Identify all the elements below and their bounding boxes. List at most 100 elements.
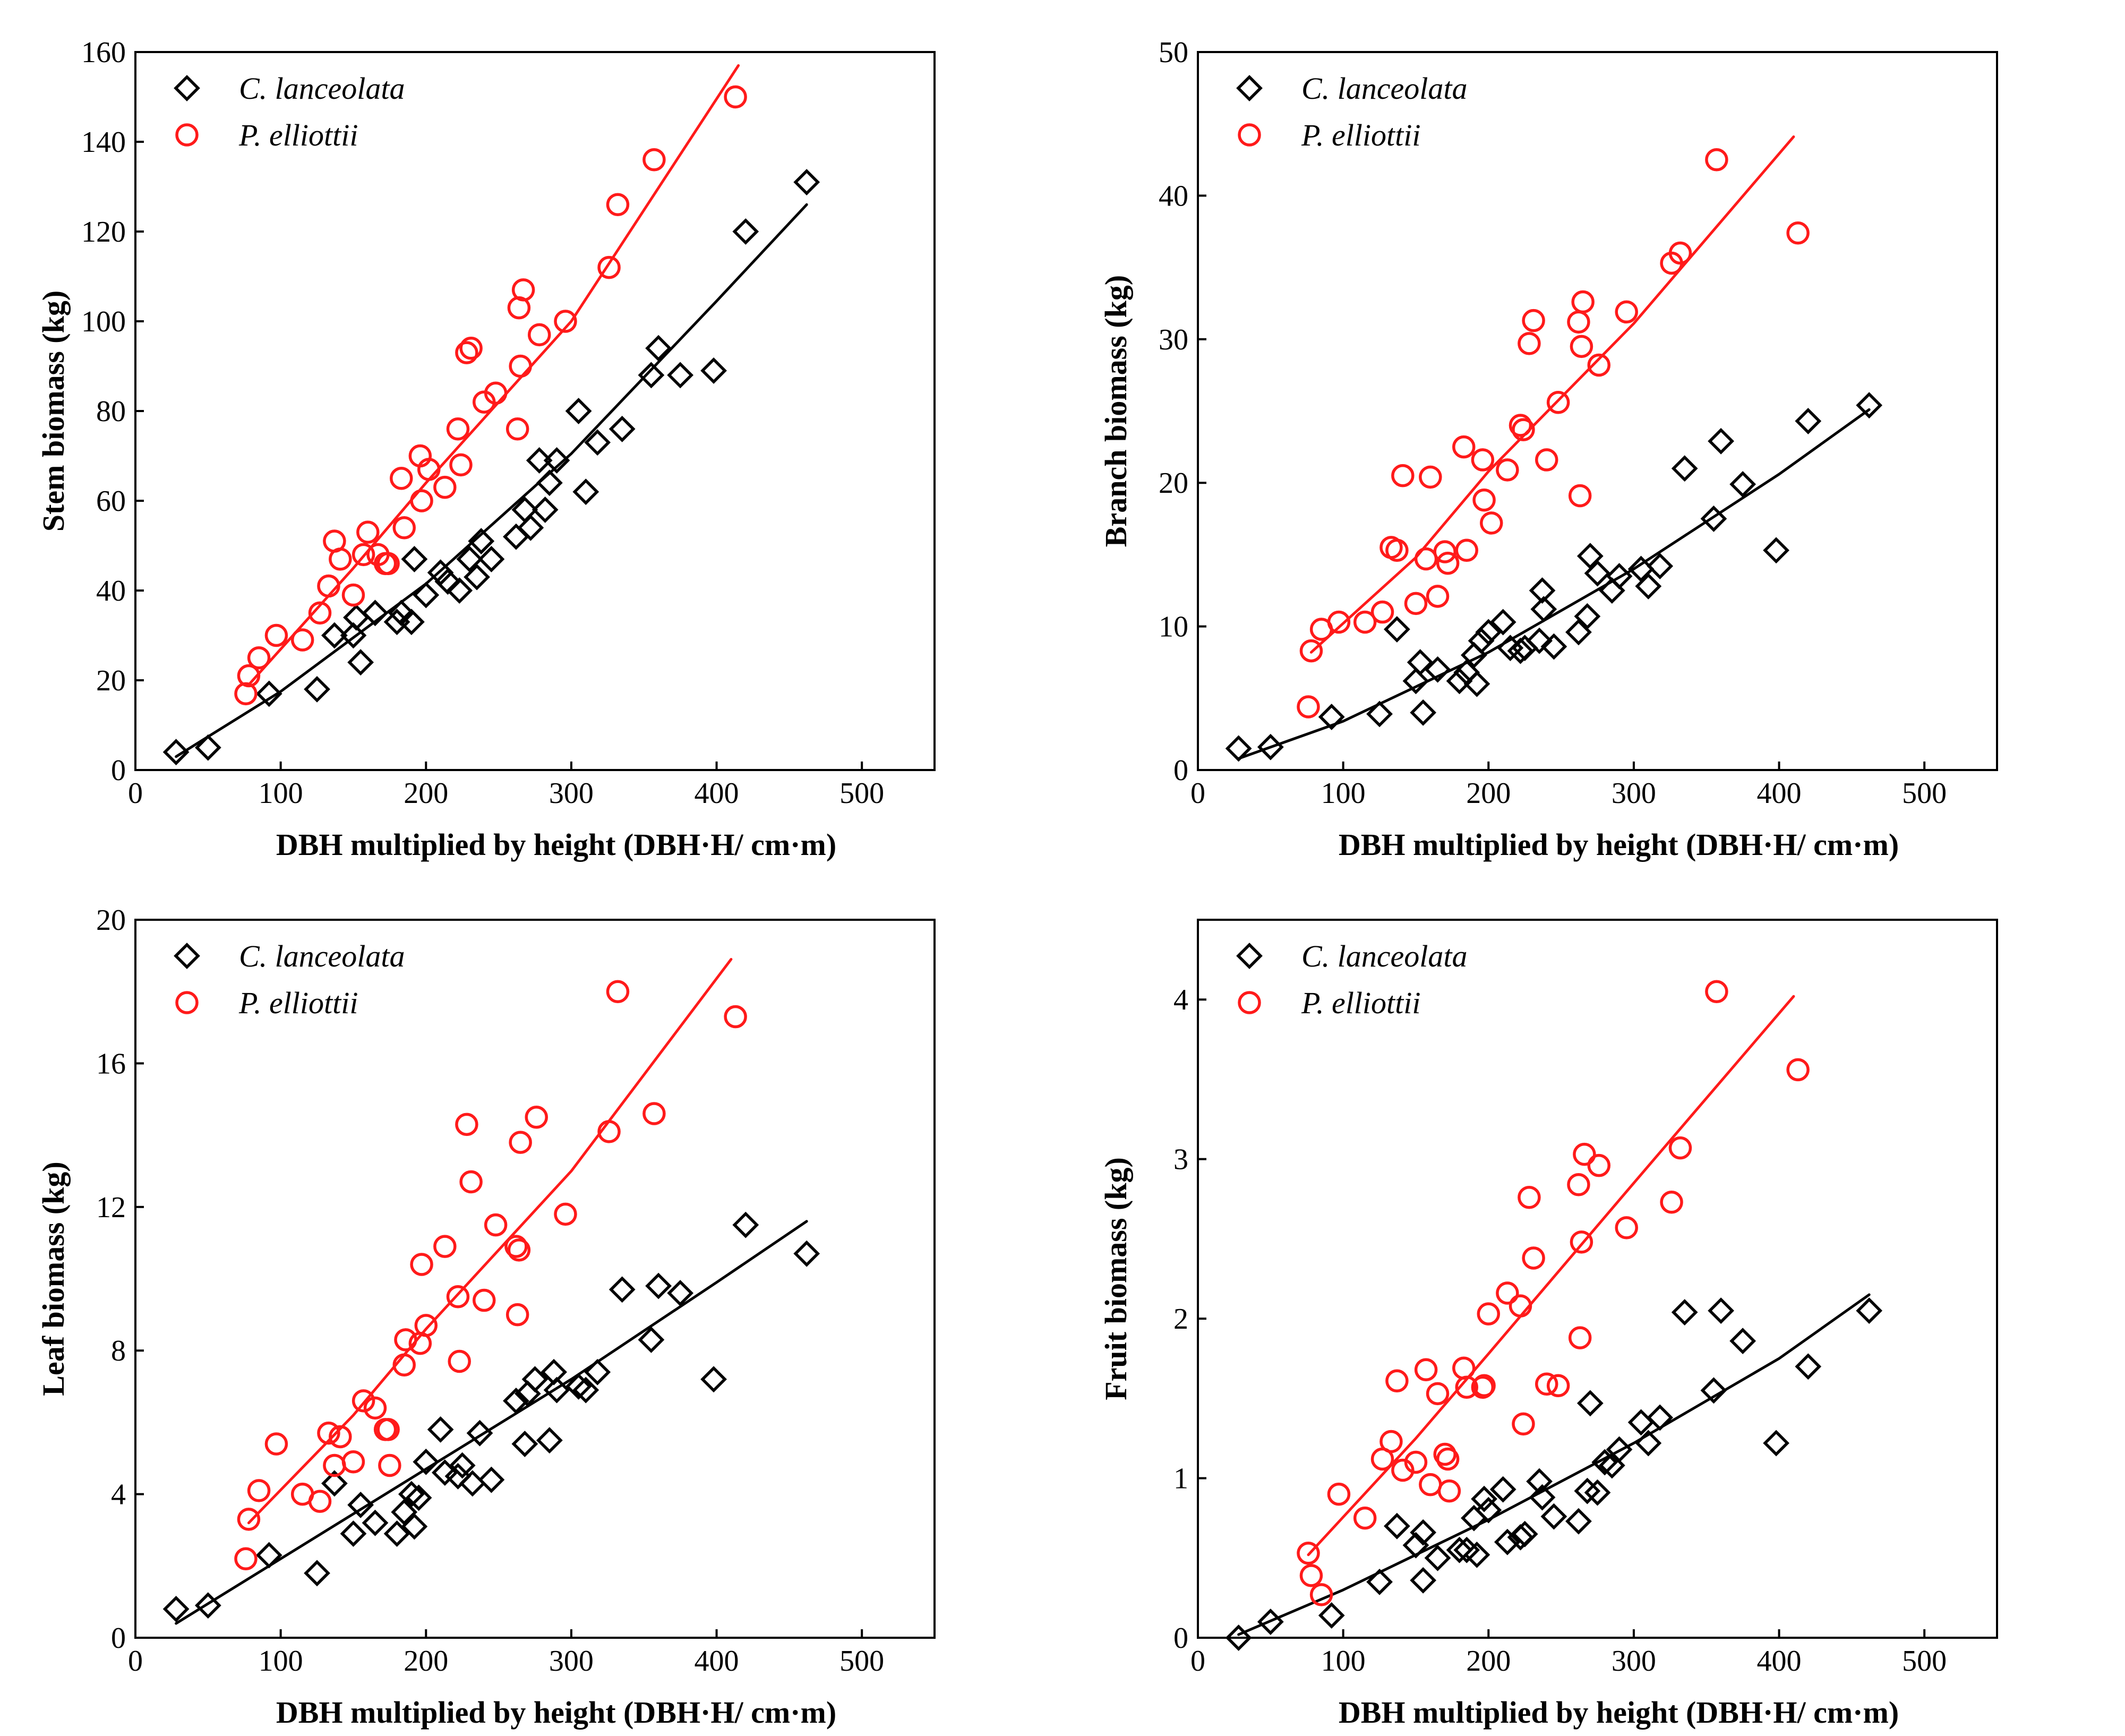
data-point-diamond	[1856, 392, 1883, 419]
data-point-diamond	[1565, 619, 1592, 646]
data-point-diamond	[1475, 619, 1502, 646]
data-point-circle	[237, 664, 261, 688]
data-point-diamond	[478, 1466, 505, 1493]
data-point-circle	[1535, 1372, 1558, 1396]
data-point-diamond	[1446, 668, 1473, 695]
data-point-diamond	[1526, 627, 1553, 654]
legend-diamond-icon	[174, 75, 200, 101]
data-point-diamond	[503, 1387, 529, 1414]
data-point-diamond	[1383, 616, 1410, 643]
y-tick-label: 20	[1159, 467, 1188, 500]
x-tick-label: 100	[259, 1645, 303, 1678]
x-tick-label: 100	[259, 777, 303, 810]
data-point-diamond	[1366, 700, 1393, 728]
p-elliottii-series	[1297, 135, 1810, 719]
data-point-circle	[1522, 309, 1545, 332]
data-point-circle	[417, 458, 441, 481]
legend-label: C. lanceolata	[239, 71, 405, 106]
legend-diamond-icon	[1236, 943, 1263, 969]
data-point-diamond	[405, 1484, 432, 1511]
data-point-circle	[376, 1418, 400, 1441]
data-point-circle	[1477, 1302, 1501, 1325]
data-point-circle	[1309, 1583, 1333, 1606]
data-point-diamond	[572, 1376, 599, 1404]
data-point-circle	[1299, 1564, 1323, 1587]
y-axis-title: Leaf biomass (kg)	[36, 1161, 71, 1396]
data-point-circle	[484, 1213, 508, 1237]
data-point-circle	[1615, 300, 1638, 324]
data-point-circle	[1327, 1482, 1351, 1506]
y-tick-label: 40	[1159, 179, 1188, 212]
data-point-circle	[1570, 335, 1593, 358]
data-point-circle	[1414, 1358, 1438, 1382]
data-point-circle	[509, 354, 532, 378]
y-tick-label: 80	[96, 395, 126, 428]
data-point-circle	[459, 336, 483, 360]
data-point-circle	[509, 1131, 532, 1154]
data-point-diamond	[401, 545, 428, 572]
x-tick-label: 400	[695, 1645, 739, 1678]
data-point-circle	[1568, 484, 1592, 508]
data-point-circle	[376, 552, 400, 576]
data-point-diamond	[1318, 704, 1345, 730]
data-point-circle	[1433, 1442, 1456, 1466]
p-elliottii-series	[234, 64, 747, 706]
x-tick-label: 500	[1902, 777, 1947, 810]
data-point-circle	[642, 148, 666, 172]
data-point-diamond	[434, 568, 461, 595]
data-point-circle	[363, 1396, 387, 1420]
data-point-circle	[527, 323, 551, 347]
y-tick-label: 0	[1173, 754, 1188, 787]
legend-circle-icon	[175, 991, 199, 1014]
y-tick-label: 16	[96, 1047, 126, 1080]
data-point-circle	[308, 601, 332, 625]
data-point-circle	[597, 255, 621, 279]
p-elliottii-series	[1297, 980, 1810, 1606]
data-point-circle	[352, 543, 375, 567]
x-tick-label: 500	[1902, 1645, 1947, 1678]
data-point-circle	[504, 1235, 528, 1258]
data-point-diamond	[1471, 1485, 1497, 1512]
data-point-circle	[308, 1490, 332, 1513]
data-point-circle	[1546, 1374, 1570, 1398]
data-point-diamond	[478, 545, 505, 572]
data-point-circle	[341, 1450, 365, 1474]
data-point-circle	[724, 85, 747, 109]
data-point-circle	[459, 1170, 483, 1194]
legend-label: C. lanceolata	[1301, 939, 1468, 973]
x-tick-label: 200	[404, 777, 448, 810]
data-point-circle	[446, 417, 470, 441]
data-point-circle	[290, 628, 314, 652]
data-point-diamond	[645, 335, 672, 362]
y-tick-label: 30	[1159, 323, 1188, 356]
y-axis-title: Fruit biomass (kg)	[1099, 1157, 1133, 1400]
data-point-diamond	[543, 447, 570, 474]
data-point-circle	[1522, 1246, 1545, 1270]
x-tick-label: 300	[1612, 1645, 1656, 1678]
x-tick-label: 0	[128, 777, 143, 810]
data-point-circle	[1518, 1186, 1541, 1209]
data-point-circle	[356, 520, 380, 544]
y-tick-label: 3	[1173, 1143, 1188, 1176]
x-tick-label: 300	[549, 777, 594, 810]
data-point-circle	[1512, 418, 1535, 441]
data-point-diamond	[1574, 603, 1601, 630]
data-point-diamond	[526, 447, 553, 474]
data-point-circle	[1404, 592, 1428, 615]
data-point-diamond	[1463, 670, 1490, 697]
data-point-circle	[234, 1547, 258, 1571]
data-point-circle	[472, 1288, 496, 1312]
data-point-circle	[484, 381, 508, 405]
data-point-diamond	[321, 1470, 348, 1497]
x-tick-label: 500	[839, 1645, 884, 1678]
data-point-diamond	[1366, 1568, 1393, 1595]
y-tick-label: 8	[111, 1335, 126, 1367]
data-point-circle	[1455, 1375, 1478, 1399]
stem-biomass-plot: 0 100 200 300 400 500 0 20 40 60 80 100 120 140 160 DBH…	[36, 36, 936, 862]
data-point-circle	[1705, 148, 1728, 172]
data-point-diamond	[609, 1276, 636, 1303]
data-point-circle	[455, 341, 478, 364]
data-point-diamond	[1576, 543, 1604, 569]
data-point-circle	[511, 278, 535, 302]
data-point-diamond	[521, 1366, 549, 1393]
